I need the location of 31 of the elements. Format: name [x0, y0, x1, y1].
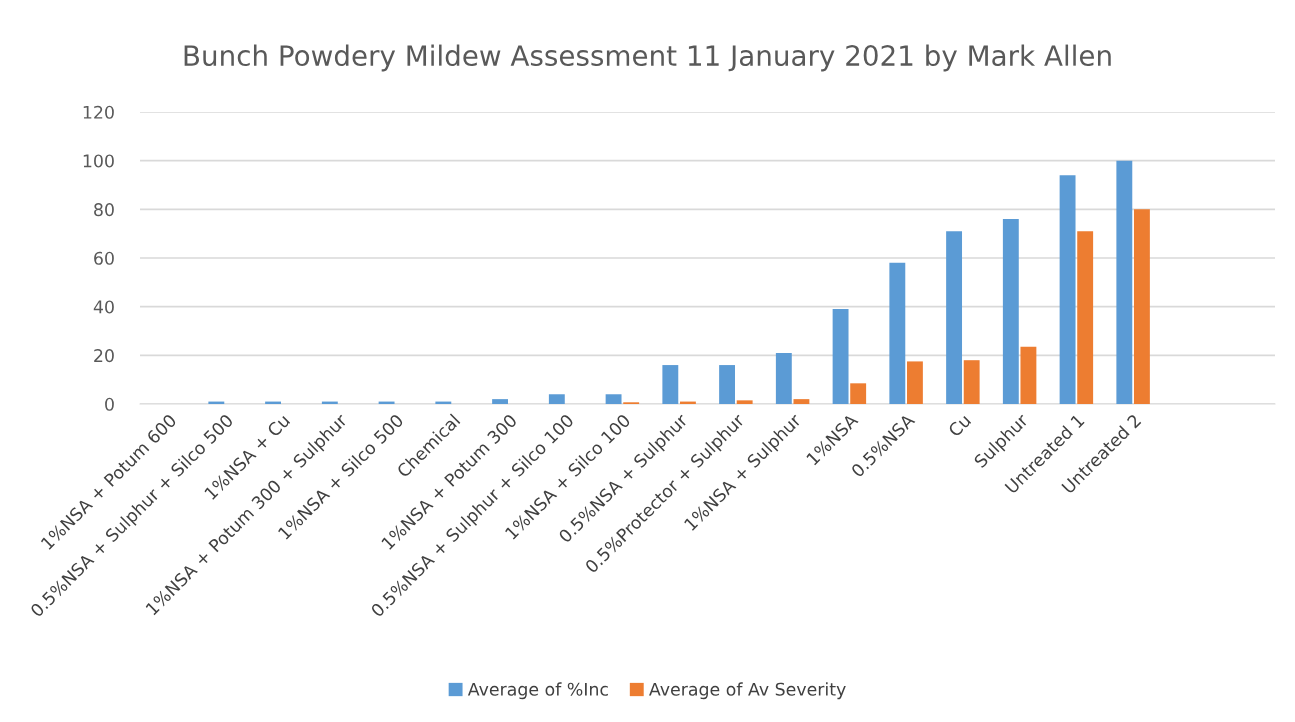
- bar: [1133, 209, 1150, 404]
- y-tick-label: 40: [93, 300, 114, 314]
- bar: [946, 231, 963, 404]
- bar: [793, 399, 810, 404]
- bar: [906, 361, 923, 404]
- legend-label: Average of %Inc: [467, 682, 608, 700]
- y-tick-label: 120: [83, 105, 114, 119]
- legend-label: Average of Av Severity: [649, 682, 846, 700]
- y-tick-label: 0: [105, 397, 114, 411]
- bar: [1059, 175, 1076, 404]
- bar: [492, 399, 509, 404]
- bar: [775, 352, 792, 404]
- bar: [605, 394, 622, 404]
- bar: [548, 394, 565, 404]
- chart-title: Bunch Powdery Mildew Assessment 11 January 2021 by Mark Allen: [184, 44, 1111, 72]
- bar: [1116, 160, 1133, 404]
- y-tick-label: 20: [94, 349, 114, 363]
- bar: [1020, 346, 1037, 404]
- bar: [850, 383, 867, 404]
- bar: [1002, 219, 1019, 404]
- bar: [719, 365, 736, 404]
- bar: [832, 309, 849, 404]
- bar: [662, 365, 679, 404]
- y-tick-label: 60: [94, 251, 114, 265]
- y-tick-label: 100: [83, 154, 114, 168]
- bar: [889, 262, 906, 404]
- bar: [1077, 231, 1094, 404]
- bar: [736, 400, 753, 404]
- x-tick-label: Cu: [947, 413, 972, 438]
- bar: [963, 360, 980, 404]
- y-tick-label: 80: [94, 203, 114, 217]
